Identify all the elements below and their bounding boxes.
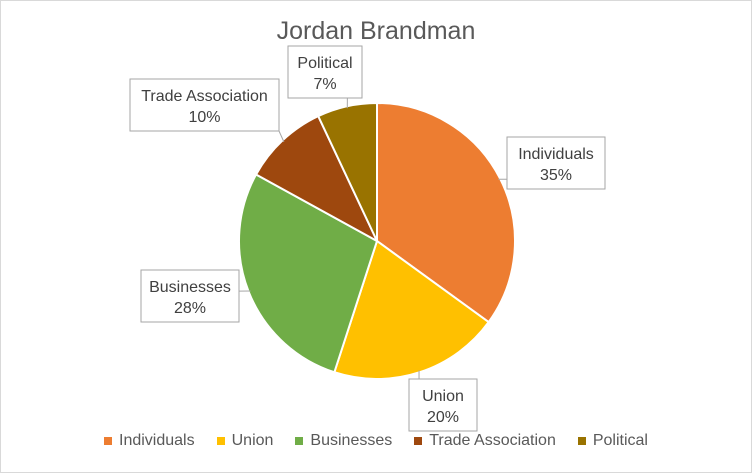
legend-item-union: Union <box>216 432 274 450</box>
legend: Individuals Union Businesses Trade Associat… <box>1 432 751 450</box>
pie-slice-businesses <box>238 173 379 374</box>
data-label-percent-union: 20% <box>427 409 459 426</box>
callout-leader-trade-association <box>278 130 285 143</box>
data-label-category-businesses: Businesses <box>149 279 231 296</box>
legend-swatch-individuals <box>104 437 112 445</box>
data-label-category-political: Political <box>297 55 352 72</box>
legend-swatch-trade-association <box>414 437 423 445</box>
pie-slice-individuals <box>376 101 516 324</box>
data-label-category-individuals: Individuals <box>518 146 594 163</box>
callout-box-businesses <box>140 269 240 323</box>
chart-title: Jordan Brandman <box>276 17 476 45</box>
legend-label-businesses: Businesses <box>310 432 393 449</box>
legend-swatch-union <box>216 437 225 445</box>
legend-label-political: Political <box>592 432 648 449</box>
callout-box-individuals <box>506 136 606 190</box>
pie-slice-trade-association <box>254 114 380 244</box>
data-label-percent-businesses: 28% <box>174 300 206 317</box>
legend-label-union: Union <box>231 432 274 449</box>
callout-box-political <box>287 45 363 99</box>
data-label-category-trade-association: Trade Association <box>141 88 268 105</box>
callout-box-trade-association <box>129 78 280 132</box>
legend-swatch-political <box>577 437 586 445</box>
legend-item-individuals: Individuals <box>104 432 195 450</box>
data-label-category-union: Union <box>422 388 464 405</box>
pie-slice-union <box>333 239 491 380</box>
legend-label-trade-association: Trade Association <box>429 432 556 449</box>
legend-item-businesses: Businesses <box>295 432 392 450</box>
callout-box-union <box>408 378 478 432</box>
data-label-percent-trade-association: 10% <box>188 109 220 126</box>
legend-swatch-businesses <box>295 437 304 445</box>
data-label-percent-political: 7% <box>313 76 336 93</box>
legend-label-individuals: Individuals <box>119 432 195 449</box>
legend-item-political: Political <box>577 432 648 450</box>
legend-item-trade-association: Trade Association <box>414 432 556 450</box>
data-label-percent-individuals: 35% <box>540 167 572 184</box>
